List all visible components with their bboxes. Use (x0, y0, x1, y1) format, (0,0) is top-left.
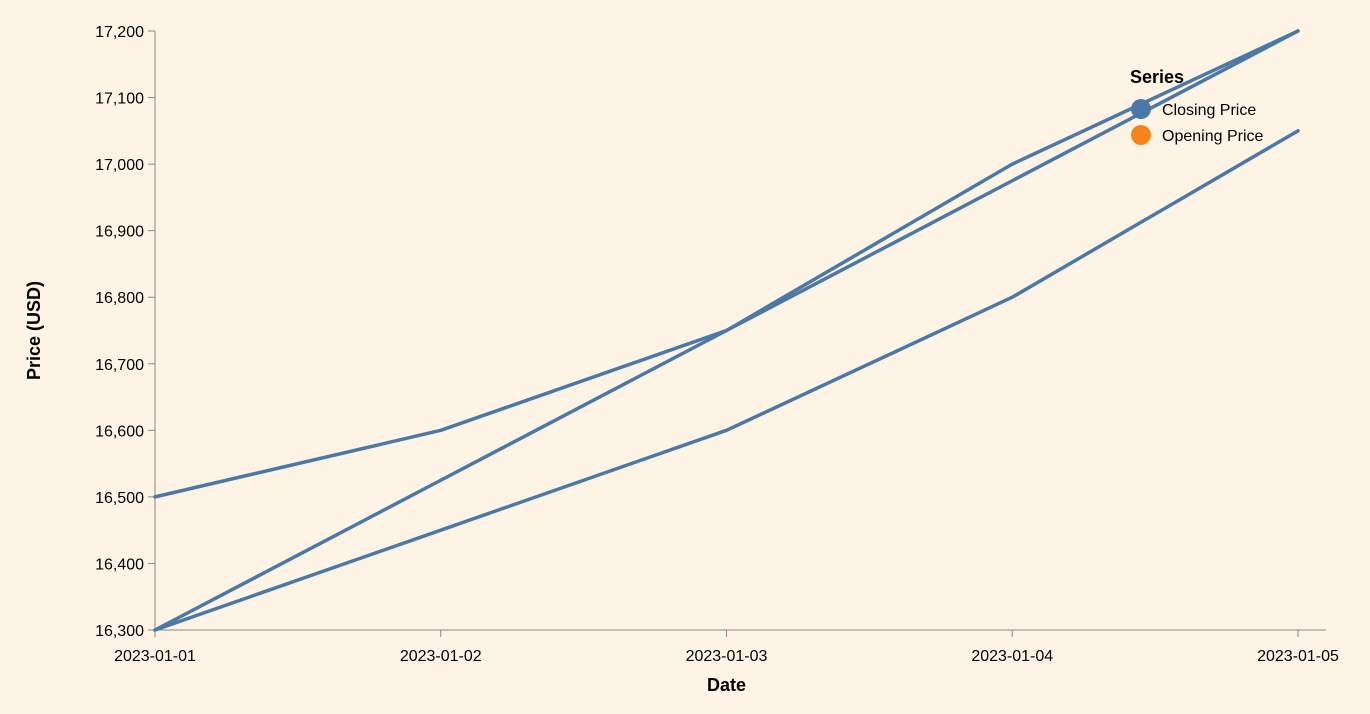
x-tick-label: 2023-01-03 (686, 648, 768, 665)
y-tick-label: 16,900 (95, 224, 144, 241)
y-tick-label: 16,800 (95, 290, 144, 307)
series-line-1 (153, 29, 1300, 499)
y-axis: 16,300 16,400 16,500 16,600 16,700 16,800 16,9… (95, 24, 156, 640)
legend-swatch (1131, 99, 1151, 119)
y-tick-label: 16,600 (95, 423, 144, 440)
x-axis: 2023-01-01 2023-01-02 2023-01-03 2023-01-04… (114, 629, 1339, 665)
legend-label: Opening Price (1162, 128, 1263, 145)
x-tick-label: 2023-01-04 (971, 648, 1053, 665)
series-layer (153, 29, 1300, 632)
y-tick-label: 16,700 (95, 357, 144, 374)
x-tick-label: 2023-01-01 (114, 648, 196, 665)
series-line-2 (153, 29, 1300, 632)
y-axis-title: Price (USD) (24, 281, 44, 380)
y-tick-label: 17,100 (95, 91, 144, 108)
series-line-3 (153, 129, 1300, 632)
legend-label: Closing Price (1162, 102, 1256, 119)
legend-title: Series (1130, 67, 1184, 87)
x-tick-label: 2023-01-05 (1257, 648, 1339, 665)
legend: Series Closing Price Opening Price (1130, 67, 1263, 145)
y-tick-label: 16,400 (95, 556, 144, 573)
legend-swatch (1131, 125, 1151, 145)
y-tick-label: 16,300 (95, 623, 144, 640)
y-tick-label: 17,200 (95, 24, 144, 41)
y-tick-label: 17,000 (95, 157, 144, 174)
y-tick-label: 16,500 (95, 490, 144, 507)
x-tick-label: 2023-01-02 (400, 648, 482, 665)
x-axis-title: Date (707, 675, 746, 695)
